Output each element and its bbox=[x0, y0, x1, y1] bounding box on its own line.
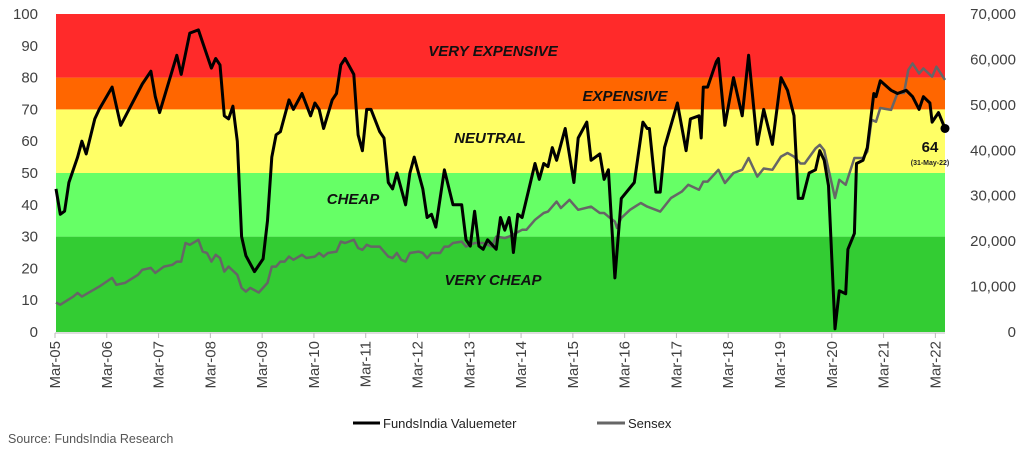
left-axis-tick-label: 40 bbox=[21, 197, 38, 214]
x-axis-tick-label: Mar-15 bbox=[565, 341, 582, 389]
x-axis-tick-label: Mar-10 bbox=[306, 341, 323, 389]
x-axis-tick-label: Mar-19 bbox=[772, 341, 789, 389]
left-axis-tick-label: 50 bbox=[21, 165, 38, 182]
legend-label-valuemeter: FundsIndia Valuemeter bbox=[383, 416, 517, 431]
x-axis-tick-label: Mar-16 bbox=[617, 341, 634, 389]
latest-annotation: 64 (31-May-22) bbox=[911, 139, 950, 167]
x-axis-tick-label: Mar-20 bbox=[824, 341, 841, 389]
band-label: VERY CHEAP bbox=[445, 272, 543, 289]
sensex-line bbox=[55, 62, 947, 306]
left-axis: 0 10 20 30 40 50 60 70 80 90 100 bbox=[13, 6, 38, 341]
right-axis: 0 10,000 20,000 30,000 40,000 50,000 60,000 70,… bbox=[970, 6, 1016, 341]
right-axis-tick-label: 30,000 bbox=[970, 188, 1016, 205]
series-lines bbox=[54, 28, 950, 331]
latest-value-label: 64 bbox=[922, 139, 939, 156]
left-axis-tick-label: 100 bbox=[13, 6, 38, 23]
band-labels: VERY CHEAP CHEAP NEUTRAL EXPENSIVE VERY EXPE… bbox=[327, 43, 669, 289]
valuemeter-line bbox=[54, 28, 947, 331]
right-axis-tick-label: 50,000 bbox=[970, 97, 1016, 114]
left-axis-tick-label: 80 bbox=[21, 70, 38, 87]
band-label: CHEAP bbox=[327, 191, 381, 208]
left-axis-tick-label: 70 bbox=[21, 101, 38, 118]
legend-label-sensex: Sensex bbox=[628, 416, 672, 431]
left-axis-tick-label: 90 bbox=[21, 38, 38, 55]
latest-date-label: (31-May-22) bbox=[911, 160, 950, 167]
legend: FundsIndia Valuemeter Sensex bbox=[353, 416, 672, 431]
band-label: VERY EXPENSIVE bbox=[428, 43, 559, 60]
x-axis-tick-label: Mar-21 bbox=[876, 341, 893, 389]
x-axis: Mar-05 Mar-06 Mar-07 Mar-08 Mar-09 Mar-10 Mar-… bbox=[47, 332, 945, 389]
left-axis-tick-label: 10 bbox=[21, 292, 38, 309]
x-axis-tick-label: Mar-11 bbox=[358, 341, 375, 387]
band-label: NEUTRAL bbox=[454, 130, 526, 147]
right-axis-tick-label: 20,000 bbox=[970, 233, 1016, 250]
left-axis-tick-label: 60 bbox=[21, 133, 38, 150]
right-axis-tick-label: 0 bbox=[1008, 324, 1016, 341]
x-axis-tick-label: Mar-05 bbox=[47, 341, 64, 389]
right-axis-tick-label: 10,000 bbox=[970, 279, 1016, 296]
source-note: Source: FundsIndia Research bbox=[8, 432, 173, 446]
x-axis-tick-label: Mar-09 bbox=[254, 341, 271, 389]
band-expensive bbox=[56, 77, 945, 110]
x-axis-tick-label: Mar-22 bbox=[927, 341, 944, 389]
right-axis-tick-label: 60,000 bbox=[970, 51, 1016, 68]
x-axis-tick-label: Mar-06 bbox=[99, 341, 116, 389]
x-axis-tick-label: Mar-12 bbox=[410, 341, 427, 389]
right-axis-tick-label: 40,000 bbox=[970, 142, 1016, 159]
right-axis-tick-label: 70,000 bbox=[970, 6, 1016, 23]
x-axis-tick-label: Mar-18 bbox=[720, 341, 737, 389]
x-axis-tick-label: Mar-17 bbox=[668, 341, 685, 389]
latest-point-marker bbox=[940, 123, 950, 133]
x-axis-tick-label: Mar-13 bbox=[461, 341, 478, 389]
left-axis-tick-label: 0 bbox=[30, 324, 38, 341]
band-label: EXPENSIVE bbox=[582, 88, 668, 105]
x-axis-tick-label: Mar-08 bbox=[202, 341, 219, 389]
left-axis-tick-label: 30 bbox=[21, 229, 38, 246]
left-axis-tick-label: 20 bbox=[21, 260, 38, 277]
x-axis-tick-label: Mar-14 bbox=[513, 341, 530, 389]
x-axis-tick-label: Mar-07 bbox=[151, 341, 168, 389]
